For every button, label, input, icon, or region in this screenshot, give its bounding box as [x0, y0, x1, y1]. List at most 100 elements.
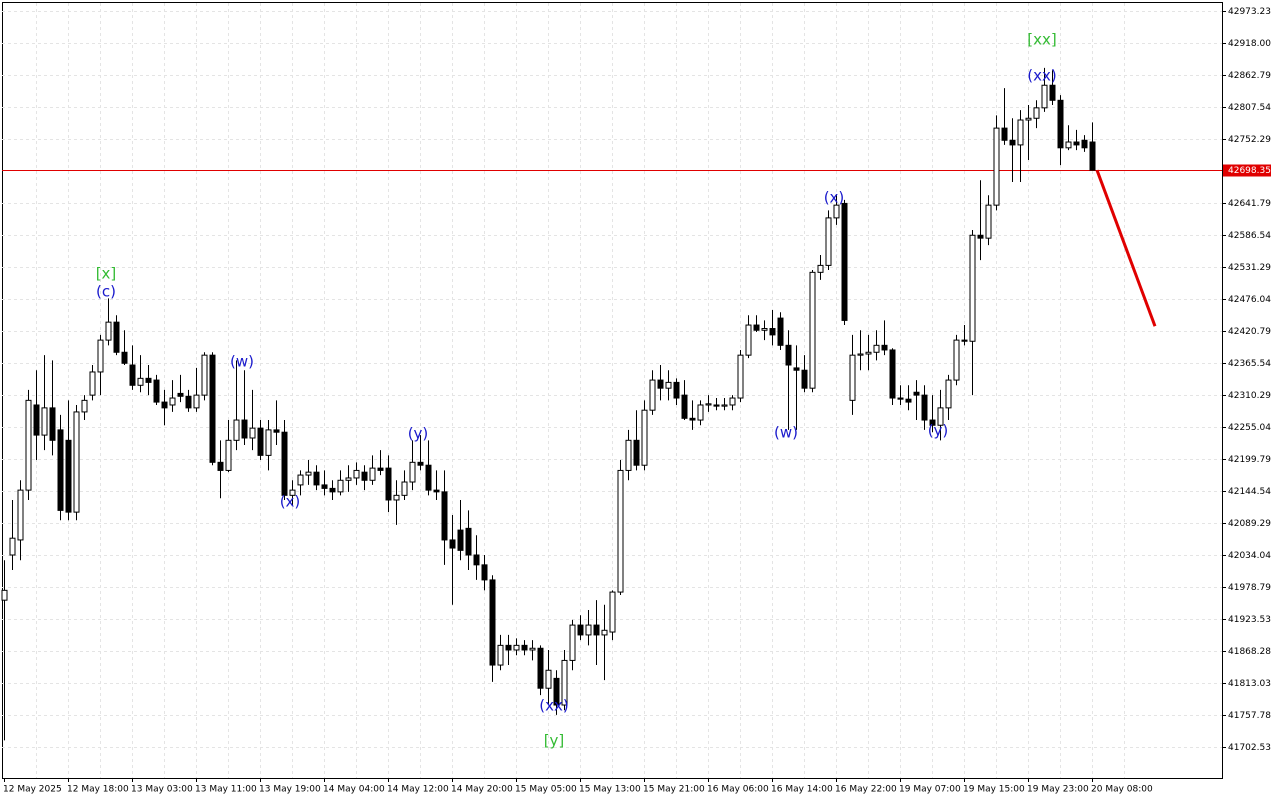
candle-body: [385, 467, 392, 501]
candle-body: [1, 589, 8, 601]
candle-body: [945, 379, 952, 409]
candle-body: [233, 419, 240, 441]
wave-label: (xx): [1027, 67, 1056, 85]
y-tick-label: 42531.29: [1228, 263, 1271, 273]
candle-body: [177, 392, 184, 397]
candle-body: [585, 624, 592, 636]
candle-body: [793, 367, 800, 371]
candle-body: [521, 644, 528, 651]
candle-body: [513, 644, 520, 651]
candle-body: [809, 271, 816, 389]
x-tick-label: 16 May 06:00: [707, 785, 769, 795]
y-tick-label: 42476.04: [1228, 295, 1271, 305]
y-tick-label: 42089.29: [1228, 519, 1271, 529]
candle-body: [937, 407, 944, 426]
candle-body: [745, 324, 752, 356]
y-tick-label: 41978.79: [1228, 583, 1271, 593]
x-tick-label: 13 May 19:00: [259, 785, 321, 795]
candle-body: [145, 377, 152, 383]
candle-body: [665, 381, 672, 389]
candle-body: [369, 467, 376, 481]
candle-body: [825, 217, 832, 266]
y-tick-label: 42807.54: [1228, 103, 1271, 113]
y-tick-label: 42641.79: [1228, 199, 1271, 209]
candle-body: [953, 339, 960, 381]
candle-body: [497, 644, 504, 666]
candle-body: [681, 394, 688, 419]
candle-body: [753, 324, 760, 331]
candle-body: [1065, 141, 1072, 149]
wave-label: [x]: [96, 265, 117, 283]
candle-body: [81, 399, 88, 413]
candle-body: [969, 234, 976, 342]
candle-body: [217, 461, 224, 471]
candle-body: [865, 351, 872, 355]
candle-body: [281, 431, 288, 496]
candle-body: [929, 419, 936, 426]
candle-body: [241, 419, 248, 439]
wave-label: (w): [230, 353, 254, 371]
y-tick-label: 41757.78: [1228, 711, 1271, 721]
x-tick-label: 19 May 23:00: [1027, 785, 1089, 795]
candle-body: [689, 417, 696, 421]
candle-body: [617, 469, 624, 593]
candle-body: [1017, 119, 1024, 146]
wave-label: [y]: [544, 732, 565, 750]
candle-body: [697, 404, 704, 421]
candle-body: [649, 379, 656, 411]
candle-body: [785, 344, 792, 366]
candle-body: [481, 564, 488, 581]
x-tick-label: 13 May 03:00: [131, 785, 193, 795]
candle-body: [505, 644, 512, 651]
candle-body: [305, 471, 312, 476]
wave-label: (y): [408, 425, 429, 443]
candle-body: [633, 439, 640, 466]
y-tick-label: 42255.04: [1228, 423, 1271, 433]
candle-body: [977, 234, 984, 239]
candle-body: [985, 204, 992, 239]
candle-body: [841, 202, 848, 321]
candle-body: [849, 354, 856, 401]
candle-body: [897, 397, 904, 400]
candle-body: [713, 404, 720, 407]
candle-body: [201, 354, 208, 396]
candle-body: [249, 427, 256, 439]
candle-body: [17, 489, 24, 541]
candle-body: [961, 339, 968, 342]
y-tick-label: 41813.03: [1228, 679, 1271, 689]
candle-body: [97, 339, 104, 373]
candle-body: [425, 464, 432, 491]
wave-label: (x): [824, 189, 845, 207]
candle-body: [209, 354, 216, 463]
candle-body: [905, 398, 912, 403]
x-tick-label: 15 May 05:00: [515, 785, 577, 795]
candle-body: [777, 317, 784, 346]
candle-body: [9, 537, 16, 556]
candle-body: [257, 427, 264, 456]
candle-body: [625, 439, 632, 471]
wave-label: (x): [280, 493, 301, 511]
candle-body: [817, 264, 824, 273]
candle-body: [65, 439, 72, 513]
candle-body: [329, 487, 336, 493]
candle-body: [873, 344, 880, 353]
candle-body: [409, 461, 416, 483]
y-tick-label: 41702.53: [1228, 743, 1271, 753]
candle-body: [537, 647, 544, 689]
candle-body: [193, 394, 200, 409]
current-price-box: [1223, 164, 1271, 177]
candle-body: [313, 471, 320, 486]
candle-body: [889, 349, 896, 399]
candle-body: [641, 409, 648, 466]
candle-body: [1073, 141, 1080, 146]
candle-body: [161, 401, 168, 409]
candle-body: [881, 344, 888, 351]
candle-body: [721, 404, 728, 407]
x-tick-label: 15 May 21:00: [643, 785, 705, 795]
candle-body: [105, 321, 112, 341]
y-tick-label: 42973.23: [1228, 7, 1271, 17]
candle-body: [673, 381, 680, 399]
candle-body: [377, 467, 384, 471]
candle-body: [545, 669, 552, 689]
